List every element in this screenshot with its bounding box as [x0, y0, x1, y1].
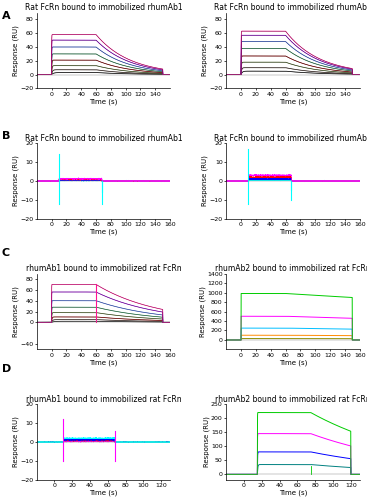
X-axis label: Time (s): Time (s)	[89, 98, 117, 105]
Y-axis label: Response (RU): Response (RU)	[12, 156, 19, 206]
X-axis label: Time (s): Time (s)	[279, 229, 307, 235]
X-axis label: Time (s): Time (s)	[89, 229, 117, 235]
Title: Rat FcRn bound to immobilized rhumAb1: Rat FcRn bound to immobilized rhumAb1	[25, 134, 182, 143]
Y-axis label: Response (RU): Response (RU)	[12, 25, 19, 76]
Text: D: D	[2, 364, 11, 374]
Title: rhumAb1 bound to immobilized rat FcRn: rhumAb1 bound to immobilized rat FcRn	[26, 395, 181, 404]
Y-axis label: Response (RU): Response (RU)	[202, 156, 208, 206]
Y-axis label: Response (RU): Response (RU)	[203, 416, 210, 468]
X-axis label: Time (s): Time (s)	[89, 360, 117, 366]
Y-axis label: Response (RU): Response (RU)	[12, 416, 19, 468]
X-axis label: Time (s): Time (s)	[279, 98, 307, 105]
Text: B: B	[2, 131, 10, 141]
X-axis label: Time (s): Time (s)	[89, 490, 117, 496]
Title: rhumAb1 bound to immobilized rat FcRn: rhumAb1 bound to immobilized rat FcRn	[26, 264, 181, 274]
Title: Rat FcRn bound to immobilized rhumAb1: Rat FcRn bound to immobilized rhumAb1	[25, 4, 182, 13]
Text: A: A	[2, 11, 11, 21]
Y-axis label: Response (RU): Response (RU)	[202, 25, 208, 76]
Y-axis label: Response (RU): Response (RU)	[199, 286, 206, 337]
Title: Rat FcRn bound to immobilized rhumAb2: Rat FcRn bound to immobilized rhumAb2	[214, 134, 367, 143]
Title: Rat FcRn bound to immobilized rhumAb2: Rat FcRn bound to immobilized rhumAb2	[214, 4, 367, 13]
Y-axis label: Response (RU): Response (RU)	[12, 286, 19, 337]
Title: rhumAb2 bound to immobilized rat FcRn: rhumAb2 bound to immobilized rat FcRn	[215, 264, 367, 274]
X-axis label: Time (s): Time (s)	[279, 490, 307, 496]
X-axis label: Time (s): Time (s)	[279, 360, 307, 366]
Title: rhumAb2 bound to immobilized rat FcRn: rhumAb2 bound to immobilized rat FcRn	[215, 395, 367, 404]
Text: C: C	[2, 248, 10, 258]
